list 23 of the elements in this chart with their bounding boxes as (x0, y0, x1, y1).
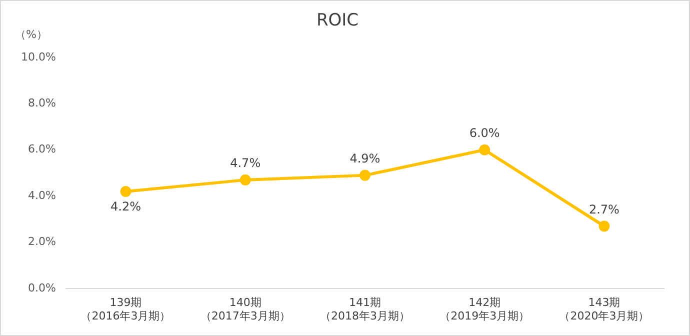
data-label: 4.2% (110, 200, 141, 214)
x-tick-label: 141期（2018年3月期） (320, 296, 410, 322)
chart-title: ROIC (316, 10, 359, 31)
data-label: 4.7% (230, 156, 261, 170)
point (479, 144, 490, 156)
point (240, 174, 251, 186)
data-label: 2.7% (588, 202, 620, 216)
y-tick-label: 0.0% (28, 281, 56, 294)
point (359, 170, 370, 181)
y-tick-label: 8.0% (28, 96, 56, 110)
y-tick-label: 10.0% (20, 50, 56, 64)
point (598, 220, 610, 232)
y-axis-title: （%） (15, 27, 48, 42)
data-label: 6.0% (469, 126, 500, 140)
x-tick-label: 143期（2020年3月期） (559, 296, 650, 322)
y-tick-label: 4.0% (28, 188, 56, 202)
y-tick-label: 2.0% (28, 235, 56, 248)
point (120, 186, 132, 197)
x-tick-label: 139期（2016年3月期） (80, 296, 171, 322)
data-label: 4.9% (350, 151, 380, 166)
x-tick-label: 142期（2019年3月期） (440, 296, 530, 322)
x-tick-label: 140期（2017年3月期） (200, 296, 290, 322)
y-tick-label: 6.0% (28, 142, 56, 156)
